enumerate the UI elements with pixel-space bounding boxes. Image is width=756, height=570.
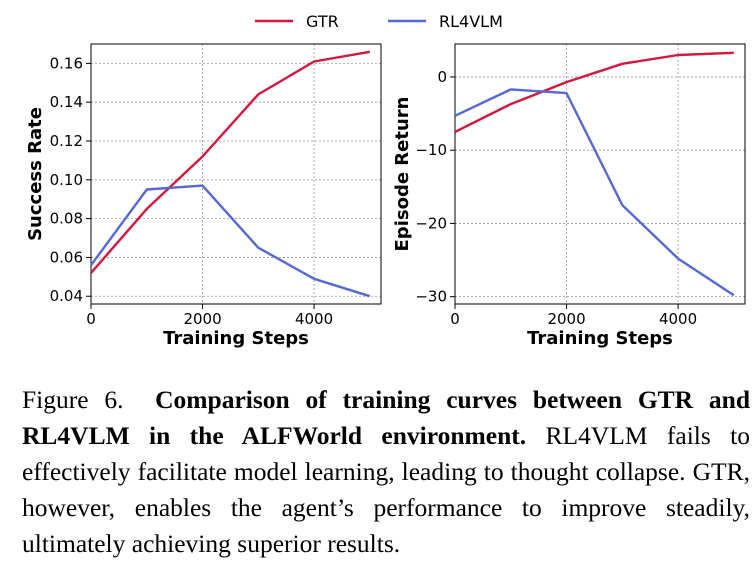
episode-return-grid xyxy=(454,44,745,304)
x-tick-label: 4000 xyxy=(295,310,333,328)
y-tick-label: 0 xyxy=(437,68,447,86)
caption-figure-label: Figure 6. xyxy=(22,385,124,414)
success-rate-ticks: 0 2000 4000 0.04 0.06 0.08 0.10 0.12 0.14 0.16 xyxy=(50,54,334,328)
y-tick-label: 0.10 xyxy=(50,171,83,189)
series-line-rl4vlm xyxy=(90,184,371,298)
episode-return-chart: 0 2000 4000 0 −10 −20 −30 Training Steps Episo… xyxy=(392,43,746,349)
x-tick-label: 0 xyxy=(450,310,460,328)
figure-canvas: GTR RL4VLM 0 2000 4000 0.04 0.06 0.08 0.10 0.12… xyxy=(25,12,746,349)
x-tick-label: 2000 xyxy=(547,310,585,328)
legend-rl4vlm-label: RL4VLM xyxy=(439,12,503,31)
success-rate-x-label: Training Steps xyxy=(163,328,309,349)
x-tick-label: 2000 xyxy=(183,310,221,328)
episode-return-series xyxy=(454,51,735,297)
figure-caption: Figure 6. Comparison of training curves … xyxy=(22,382,750,562)
episode-return-plot-frame xyxy=(454,43,746,305)
y-tick-label: 0.04 xyxy=(50,287,83,305)
success-rate-y-label: Success Rate xyxy=(25,107,46,241)
x-tick-label: 0 xyxy=(86,310,96,328)
y-tick-label: 0.14 xyxy=(50,93,83,111)
y-tick-label: 0.08 xyxy=(50,210,83,228)
episode-return-y-label: Episode Return xyxy=(392,97,413,252)
y-tick-label: 0.16 xyxy=(50,54,83,72)
series-line-gtr xyxy=(90,50,371,274)
series-line-gtr xyxy=(454,51,734,133)
y-tick-label: −10 xyxy=(415,141,447,159)
success-rate-chart: 0 2000 4000 0.04 0.06 0.08 0.10 0.12 0.14 0.16 Tr… xyxy=(25,43,382,349)
caption-body: RL4VLM fails to effectively facilitate m… xyxy=(22,421,751,558)
y-tick-label: 0.12 xyxy=(50,132,83,150)
x-tick-label: 4000 xyxy=(659,310,697,328)
success-rate-plot-frame xyxy=(90,43,382,305)
y-tick-label: −30 xyxy=(415,288,447,306)
success-rate-series xyxy=(90,50,371,298)
success-rate-grid xyxy=(90,44,381,304)
series-line-rl4vlm xyxy=(454,88,735,297)
legend: GTR RL4VLM xyxy=(255,12,503,31)
legend-gtr-label: GTR xyxy=(306,12,339,31)
caption-bold-title: Comparison of training curves between GT… xyxy=(22,385,751,450)
episode-return-ticks: 0 2000 4000 0 −10 −20 −30 xyxy=(415,68,697,328)
episode-return-x-label: Training Steps xyxy=(527,328,673,349)
y-tick-label: 0.06 xyxy=(50,248,83,266)
y-tick-label: −20 xyxy=(415,214,447,232)
